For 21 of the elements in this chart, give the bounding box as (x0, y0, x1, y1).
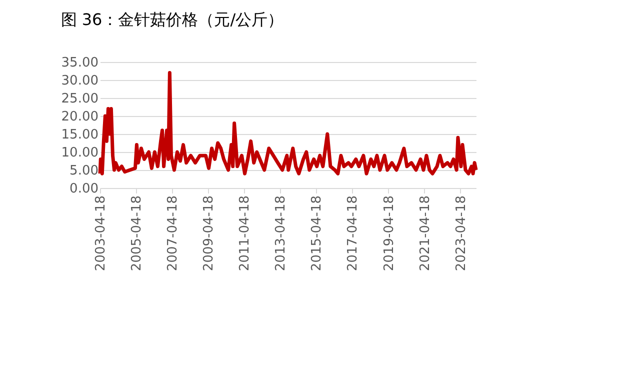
x-tick-label: 2005-04-18 (130, 196, 145, 272)
y-tick-label: 0.00 (70, 182, 98, 196)
y-tick-label: 10.00 (61, 146, 98, 160)
x-tick-label: 2023-04-18 (454, 196, 469, 272)
x-tick-label: 2019-04-18 (382, 196, 397, 272)
line-series (98, 71, 478, 176)
x-tick-label: 2015-04-18 (310, 196, 325, 272)
x-tick-label: 2003-04-18 (94, 196, 108, 272)
y-tick-label: 20.00 (61, 110, 98, 124)
x-tick-label: 2017-04-18 (346, 196, 361, 272)
x-tick-label: 2013-04-18 (274, 196, 289, 272)
y-tick-label: 35.00 (61, 56, 98, 70)
y-tick-label: 5.00 (70, 164, 98, 178)
x-tick-label: 2021-04-18 (418, 196, 433, 272)
x-tick-label: 2007-04-18 (166, 196, 181, 272)
y-tick-label: 15.00 (61, 128, 98, 142)
y-tick-label: 25.00 (61, 92, 98, 106)
x-tick-label: 2011-04-18 (238, 196, 253, 272)
y-tick-label: 30.00 (61, 74, 98, 88)
x-tick-label: 2009-04-18 (202, 196, 217, 272)
chart-title: 图 36：金针菇价格（元/公斤） (60, 10, 284, 29)
